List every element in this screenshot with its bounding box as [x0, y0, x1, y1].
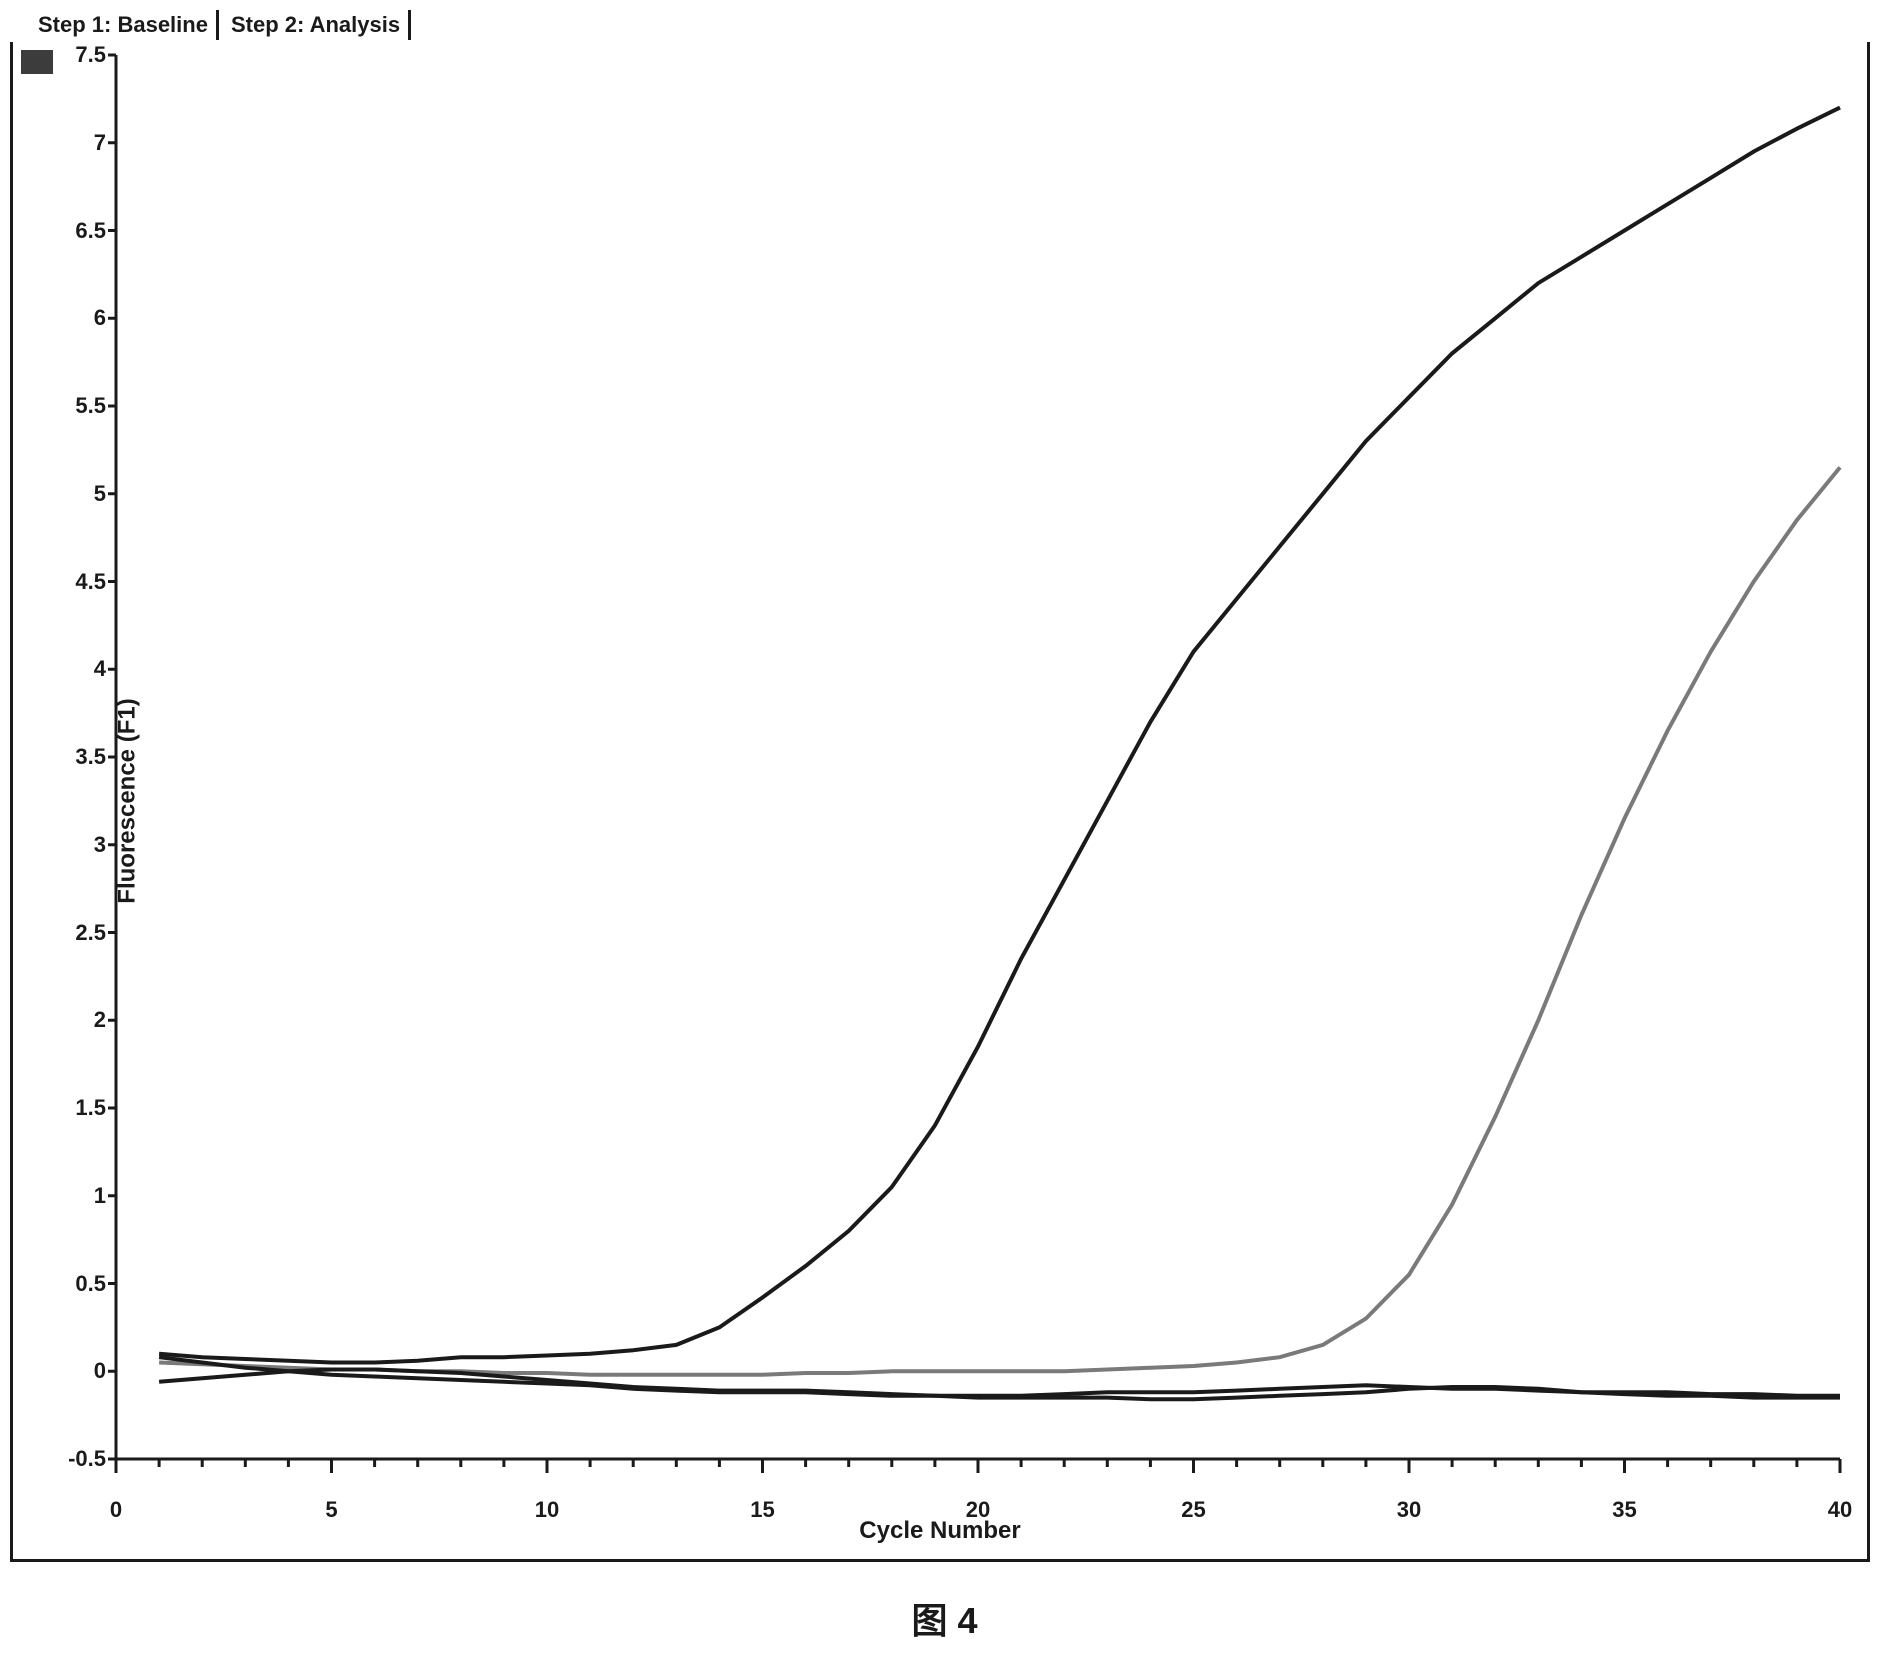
- x-tick-label: 25: [1181, 1497, 1205, 1523]
- y-tick-label: 1.5: [51, 1095, 106, 1121]
- x-tick-label: 35: [1612, 1497, 1636, 1523]
- y-tick-label: 0: [51, 1358, 106, 1384]
- series-curve1_high: [159, 108, 1840, 1363]
- y-tick-label: 6.5: [51, 218, 106, 244]
- y-tick-label: 5: [51, 481, 106, 507]
- x-tick-label: 15: [750, 1497, 774, 1523]
- chart-container: Step 1: Baseline Step 2: Analysis Fluore…: [10, 10, 1879, 1644]
- tab-bar: Step 1: Baseline Step 2: Analysis: [10, 10, 1879, 40]
- y-tick-label: 2.5: [51, 920, 106, 946]
- chart-panel: Fluorescence (F1) Cycle Number -0.500.51…: [10, 42, 1870, 1562]
- y-tick-label: 4.5: [51, 569, 106, 595]
- x-tick-label: 5: [325, 1497, 337, 1523]
- y-tick-label: 4: [51, 656, 106, 682]
- tab-analysis[interactable]: Step 2: Analysis: [223, 10, 411, 40]
- y-tick-labels: -0.500.511.522.533.544.555.566.577.5: [51, 47, 106, 1487]
- figure-caption: 图 4: [10, 1592, 1879, 1644]
- y-tick-label: 6: [51, 305, 106, 331]
- series-curve2_delayed: [159, 467, 1840, 1374]
- x-tick-label: 30: [1397, 1497, 1421, 1523]
- y-tick-label: 5.5: [51, 393, 106, 419]
- plot-svg: [108, 47, 1848, 1487]
- y-tick-label: 7: [51, 130, 106, 156]
- x-tick-label: 20: [966, 1497, 990, 1523]
- x-tick-label: 40: [1828, 1497, 1852, 1523]
- y-tick-label: 1: [51, 1183, 106, 1209]
- x-tick-labels: 0510152025303540: [108, 1497, 1848, 1521]
- series-curve4_baseline_b: [159, 1370, 1840, 1396]
- y-tick-label: 3.5: [51, 744, 106, 770]
- y-tick-label: 3: [51, 832, 106, 858]
- x-axis-label: Cycle Number: [859, 1517, 1020, 1545]
- y-tick-label: 0.5: [51, 1271, 106, 1297]
- x-tick-label: 10: [535, 1497, 559, 1523]
- y-tick-label: -0.5: [51, 1446, 106, 1472]
- y-tick-label: 7.5: [51, 42, 106, 68]
- chart-tool-icon[interactable]: [21, 50, 53, 74]
- x-tick-label: 0: [110, 1497, 122, 1523]
- tab-baseline[interactable]: Step 1: Baseline: [30, 10, 219, 40]
- chart-plot-area: [108, 47, 1848, 1487]
- y-tick-label: 2: [51, 1007, 106, 1033]
